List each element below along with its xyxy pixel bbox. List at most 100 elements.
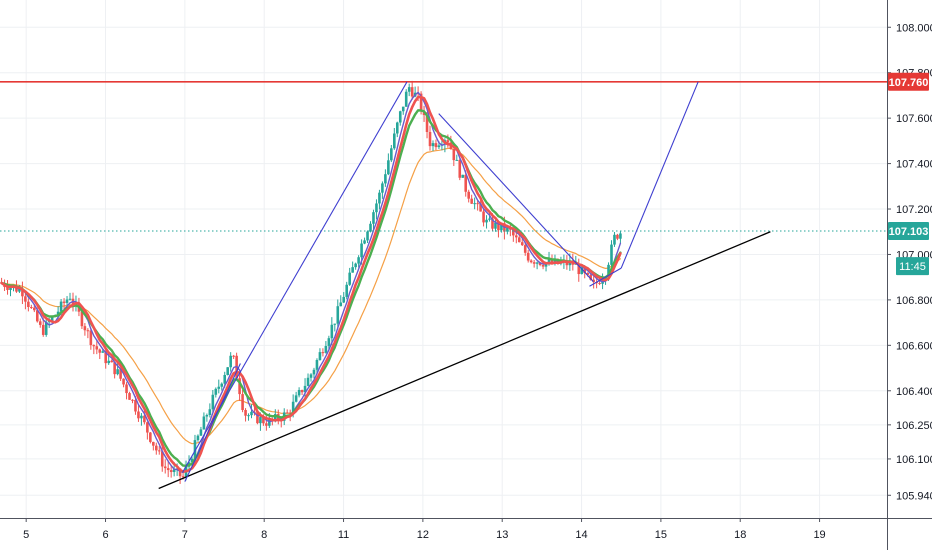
candle-body [83,326,87,331]
candle-body [152,441,155,446]
candle-body [291,401,295,414]
candle-body [470,198,473,204]
time-tick-label: 11 [338,529,349,541]
candle-body [256,412,259,424]
candle-body [523,245,527,253]
current-price-badge [888,222,929,241]
candle-body [250,411,253,416]
countdown-label: 11:45 [899,261,926,273]
candle-body [580,267,584,275]
candle-body [116,369,119,375]
candle-body [166,468,170,471]
candle-body [363,240,366,244]
candle-body [56,311,60,316]
candle-body [41,324,45,335]
candle-body [404,91,408,107]
candle-body [62,301,66,303]
candle-body [398,111,402,123]
candle-body [309,374,313,378]
candle-body [467,191,470,199]
candle-body [598,282,601,284]
candle-body [229,355,232,368]
candle-body [514,235,518,238]
candle-body [18,289,21,292]
candle-body [38,321,42,325]
candle-body [589,274,592,280]
candle-body [80,311,84,327]
candle-body [241,394,244,410]
candle-body [455,159,459,161]
candle-body [547,259,551,263]
candle-body [21,289,24,297]
time-tick-label: 13 [496,529,508,541]
price-tick-label: 107.400 [896,159,932,171]
candle-body [178,468,182,477]
pattern-line[interactable] [589,267,622,287]
candle-body [446,140,450,143]
support-trendline[interactable] [158,231,771,490]
candle-body [9,287,12,290]
candle-body [550,259,554,264]
candle-body [452,148,456,161]
candle-body [181,476,185,478]
candle-body [488,218,491,220]
candle-body [324,345,328,353]
candle-body [65,299,69,303]
candle-body [384,174,387,184]
candle-body [535,262,539,264]
candle-body [101,351,105,353]
candle-body [339,302,343,307]
candle-body [211,394,215,410]
candle-body [345,284,349,297]
candle-body [288,412,292,414]
time-tick-label: 6 [102,529,108,541]
candle-body [259,417,262,424]
candle-body [553,258,557,264]
candle-body [431,143,435,147]
candle-body [369,223,372,232]
candle-body [119,369,122,379]
candle-body [395,122,399,134]
candle-body [193,440,197,459]
candle-body [202,416,206,430]
candle-body [520,242,524,246]
pattern-line[interactable] [438,113,594,283]
candle-body [479,203,482,212]
price-tick-label: 108.000 [896,22,932,34]
candle-body [491,218,494,229]
candle-body [616,234,619,239]
pattern-line[interactable] [620,81,699,269]
price-tick-label: 106.800 [896,295,932,307]
candle-body [485,219,488,223]
candle-body [244,409,247,416]
candle-body [529,260,533,263]
price-tick-label: 106.600 [896,340,932,352]
candle-body [526,252,530,261]
candle-body [330,324,334,339]
candle-body [30,307,33,309]
candle-body [125,384,128,394]
candle-body [407,87,411,92]
candle-body [437,145,441,148]
candle-body [160,451,164,467]
price-tick-label: 106.100 [896,454,932,466]
candle-body [473,203,476,205]
price-tick-label: 106.400 [896,386,932,398]
candle-body [285,412,289,414]
time-tick-label: 18 [734,529,746,541]
price-tick-label: 105.940 [896,490,932,502]
candle-body [146,422,149,433]
candle-body [464,174,468,192]
candle-body [24,296,27,302]
pattern-line[interactable] [184,363,241,482]
candle-body [92,345,96,347]
candle-body [226,367,230,375]
candle-body [113,362,116,375]
candle-body [300,389,304,393]
candle-body [476,203,479,205]
candle-body [336,306,340,324]
candle-body [482,211,485,223]
